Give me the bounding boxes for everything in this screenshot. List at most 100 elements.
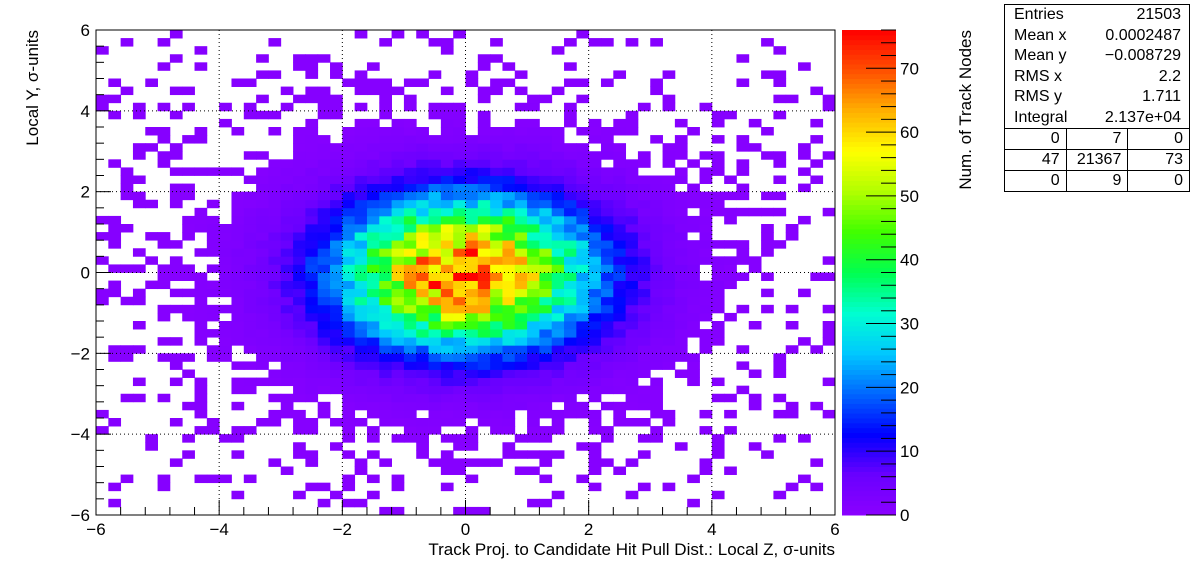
heatmap-cell xyxy=(465,167,479,176)
heatmap-cell xyxy=(354,418,368,427)
heatmap-cell xyxy=(293,191,306,201)
heatmap-cell xyxy=(453,224,466,233)
heatmap-cell xyxy=(428,361,442,370)
color-scale-swatch xyxy=(842,345,896,351)
heatmap-cell xyxy=(379,329,392,338)
heatmap-cell xyxy=(305,191,319,201)
heatmap-cell xyxy=(699,248,713,257)
heatmap-cell xyxy=(527,426,540,435)
heatmap-cell xyxy=(354,304,368,314)
heatmap-cell xyxy=(453,207,466,217)
heatmap-cell xyxy=(576,353,590,362)
heatmap-cell xyxy=(539,312,553,322)
heatmap-cell xyxy=(256,272,269,281)
heatmap-cell xyxy=(490,256,503,265)
heatmap-cell xyxy=(600,426,614,435)
heatmap-cell xyxy=(453,191,466,201)
heatmap-cell xyxy=(256,224,269,233)
heatmap-cell xyxy=(293,62,306,71)
heatmap-cell xyxy=(576,361,590,370)
heatmap-cell xyxy=(477,353,491,362)
heatmap-cell xyxy=(588,345,602,354)
heatmap-cell xyxy=(453,418,466,427)
heatmap-cell xyxy=(416,78,429,87)
heatmap-cell xyxy=(280,215,294,225)
heatmap-cell xyxy=(564,167,577,176)
heatmap-cell xyxy=(588,482,602,492)
heatmap-cell xyxy=(280,191,294,201)
heatmap-cell xyxy=(564,409,577,419)
heatmap-cell xyxy=(662,280,676,290)
heatmap-cell xyxy=(342,353,356,362)
heatmap-cell xyxy=(194,426,208,435)
heatmap-cell xyxy=(564,361,577,370)
heatmap-cell xyxy=(268,409,282,419)
heatmap-cell xyxy=(428,458,442,467)
heatmap-cell xyxy=(662,199,676,209)
heatmap-cell xyxy=(317,151,331,160)
heatmap-cell xyxy=(440,102,454,112)
heatmap-cell xyxy=(674,118,688,128)
heatmap-cell xyxy=(440,256,454,265)
heatmap-cell xyxy=(453,329,466,338)
heatmap-cell xyxy=(182,353,195,362)
heatmap-cell xyxy=(564,272,577,281)
heatmap-cell xyxy=(231,385,245,395)
heatmap-cell xyxy=(354,30,368,39)
heatmap-cell xyxy=(477,151,491,160)
heatmap-cell xyxy=(403,127,417,136)
heatmap-cell xyxy=(391,30,405,39)
heatmap-cell xyxy=(219,167,232,176)
heatmap-cell xyxy=(206,312,220,322)
y-tick-label: −2 xyxy=(71,344,90,363)
heatmap-cell xyxy=(465,280,479,290)
heatmap-cell xyxy=(317,321,331,330)
heatmap-cell xyxy=(256,418,269,427)
heatmap-cell xyxy=(268,127,282,136)
heatmap-cell xyxy=(502,248,516,257)
heatmap-cell xyxy=(293,385,306,395)
stats-value: 1.711 xyxy=(1142,88,1181,105)
heatmap-cell xyxy=(502,191,516,201)
heatmap-cell xyxy=(366,280,380,290)
heatmap-cell xyxy=(637,191,651,201)
heatmap-cell xyxy=(527,135,540,144)
heatmap-cell xyxy=(440,353,454,362)
heatmap-cell xyxy=(502,135,516,144)
heatmap-cell xyxy=(231,329,245,338)
color-scale-swatch xyxy=(842,102,896,109)
heatmap-cell xyxy=(650,183,663,193)
heatmap-cell xyxy=(465,151,479,160)
heatmap-cell xyxy=(637,329,651,338)
heatmap-cell xyxy=(440,288,454,298)
heatmap-cell xyxy=(440,321,454,330)
heatmap-cell xyxy=(674,143,688,152)
heatmap-cell xyxy=(416,224,429,233)
heatmap-cell xyxy=(699,288,713,298)
heatmap-cell xyxy=(317,191,331,201)
heatmap-cell xyxy=(527,248,540,257)
heatmap-cell xyxy=(243,232,257,241)
heatmap-cell xyxy=(477,207,491,217)
heatmap-cell xyxy=(342,191,356,201)
heatmap-cell xyxy=(502,450,516,459)
heatmap-cell xyxy=(761,70,774,79)
heatmap-cell xyxy=(379,385,392,395)
heatmap-cell xyxy=(219,256,232,265)
heatmap-cell xyxy=(440,329,454,338)
heatmap-cell xyxy=(613,199,627,209)
heatmap-cell xyxy=(453,167,466,176)
heatmap-cell xyxy=(465,264,479,273)
heatmap-cell xyxy=(564,78,577,87)
y-tick-label: 0 xyxy=(81,264,90,283)
y-tick-label: −4 xyxy=(71,425,90,444)
heatmap-cell xyxy=(637,304,651,314)
heatmap-cell xyxy=(354,280,368,290)
heatmap-cell xyxy=(514,86,528,96)
heatmap-cell xyxy=(564,175,577,184)
heatmap-cell xyxy=(625,272,639,281)
heatmap-cell xyxy=(440,304,454,314)
heatmap-cell xyxy=(231,215,245,225)
color-scale-swatch xyxy=(842,131,896,138)
heatmap-cell xyxy=(453,240,466,249)
